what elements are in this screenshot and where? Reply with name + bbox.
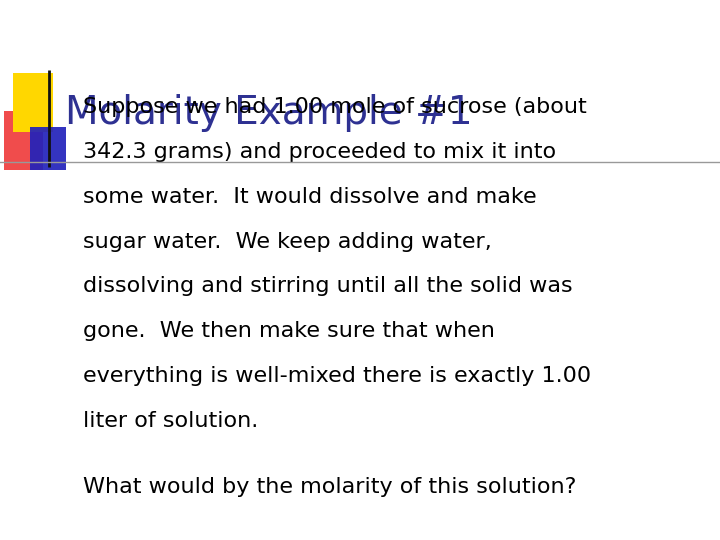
- Text: dissolving and stirring until all the solid was: dissolving and stirring until all the so…: [83, 276, 572, 296]
- Text: gone.  We then make sure that when: gone. We then make sure that when: [83, 321, 495, 341]
- Text: Molarity Example #1: Molarity Example #1: [65, 94, 472, 132]
- Text: sugar water.  We keep adding water,: sugar water. We keep adding water,: [83, 232, 492, 252]
- Bar: [30, 127, 66, 170]
- Text: some water.  It would dissolve and make: some water. It would dissolve and make: [83, 187, 536, 207]
- Text: What would by the molarity of this solution?: What would by the molarity of this solut…: [83, 477, 576, 497]
- Text: everything is well-mixed there is exactly 1.00: everything is well-mixed there is exactl…: [83, 366, 591, 386]
- Text: Suppose we had 1.00 mole of sucrose (about: Suppose we had 1.00 mole of sucrose (abo…: [83, 97, 587, 117]
- Bar: [4, 111, 43, 170]
- Text: 342.3 grams) and proceeded to mix it into: 342.3 grams) and proceeded to mix it int…: [83, 142, 556, 162]
- Bar: [13, 73, 53, 132]
- Text: liter of solution.: liter of solution.: [83, 411, 258, 431]
